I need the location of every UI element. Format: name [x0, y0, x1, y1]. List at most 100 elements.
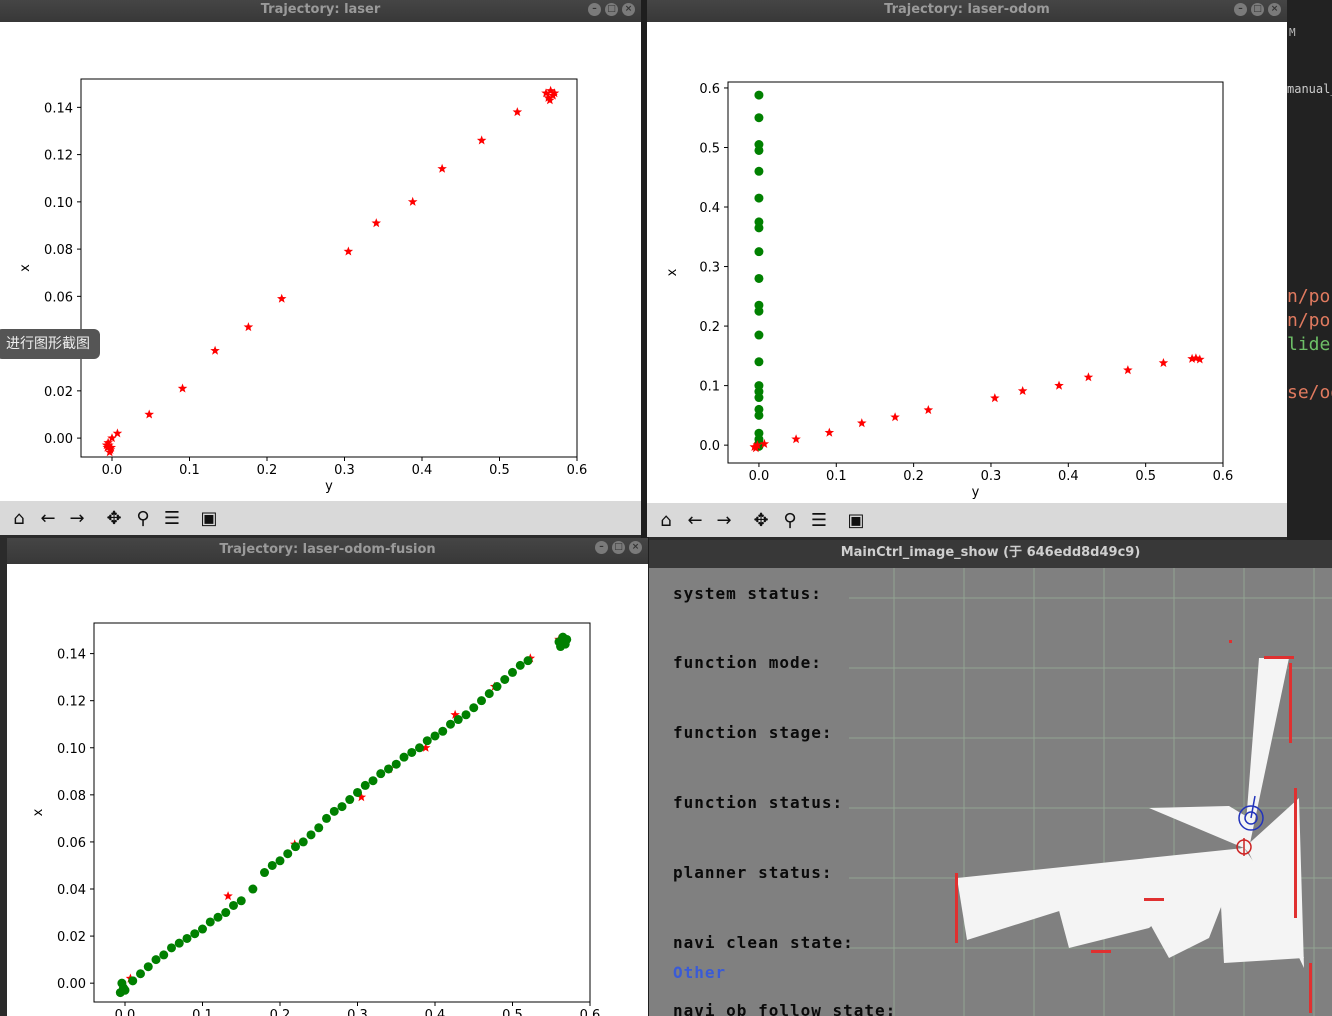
home-icon[interactable]: ⌂ [660, 509, 672, 531]
circle-point [754, 330, 764, 340]
configure-subplots-icon[interactable]: ☰ [163, 507, 181, 529]
circle-point [298, 837, 308, 847]
star-point [1083, 372, 1094, 382]
zoom-icon[interactable]: ⚲ [136, 507, 150, 529]
star-point [752, 440, 763, 450]
back-arrow-icon[interactable]: ← [687, 509, 703, 531]
circle-point [314, 823, 324, 833]
robot-pose-marker [1238, 805, 1264, 831]
x-tick-label: 0.2 [257, 463, 278, 478]
close-icon[interactable]: × [629, 541, 642, 554]
editor-fragment: M [1289, 26, 1296, 39]
circle-point [415, 743, 424, 753]
minimize-icon[interactable]: – [1234, 3, 1247, 16]
pan-icon[interactable]: ✥ [106, 507, 122, 529]
configure-subplots-icon[interactable]: ☰ [810, 509, 828, 531]
circle-point [182, 933, 192, 943]
maximize-icon[interactable]: □ [1251, 3, 1264, 16]
y-axis-label: x [18, 264, 33, 272]
circle-point [422, 736, 432, 746]
circle-point [306, 830, 316, 840]
zoom-icon[interactable]: ⚲ [783, 509, 797, 531]
minimize-icon[interactable]: – [588, 3, 601, 16]
circle-point [120, 985, 130, 995]
plot-area: 0.00.10.20.30.40.50.60.000.020.040.060.0… [0, 22, 641, 501]
y-tick-label: 0.00 [57, 977, 86, 992]
close-icon[interactable]: × [622, 3, 635, 16]
forward-arrow-icon[interactable]: → [716, 509, 732, 531]
window-titlebar[interactable]: Trajectory: laser-odom – □ × [647, 0, 1287, 22]
save-icon[interactable]: ▣ [200, 507, 218, 529]
circle-point [291, 842, 300, 852]
star-point [824, 427, 835, 437]
circle-point [754, 247, 764, 257]
x-tick-label: 0.1 [826, 469, 847, 484]
star-point [243, 322, 254, 332]
circle-point [174, 938, 184, 948]
x-tick-label: 0.1 [192, 1008, 213, 1016]
circle-point [556, 642, 566, 652]
x-tick-label: 0.0 [749, 469, 770, 484]
x-axis-label: y [325, 479, 333, 494]
star-point [343, 246, 354, 256]
star-point [545, 95, 555, 105]
minimize-icon[interactable]: – [595, 541, 608, 554]
star-point [1017, 386, 1028, 395]
circle-point [322, 813, 331, 823]
star-point [112, 428, 123, 438]
star-point [277, 293, 287, 303]
star-point [1054, 380, 1064, 390]
circle-point [754, 193, 764, 203]
circle-point [754, 166, 764, 176]
x-tick-label: 0.0 [102, 463, 123, 478]
circle-point [754, 113, 764, 123]
star-point [103, 437, 113, 447]
circle-point [136, 969, 145, 979]
y-tick-label: 0.04 [57, 883, 86, 898]
star-point [541, 88, 551, 98]
y-tick-label: 0.0 [699, 439, 720, 454]
matplotlib-toolbar: ⌂ ← → ✥ ⚲ ☰ ▣ [647, 503, 1287, 537]
editor-fragment: lider/ [1287, 334, 1332, 355]
star-point [371, 218, 381, 228]
pan-icon[interactable]: ✥ [753, 509, 769, 531]
circle-point [754, 306, 764, 316]
star-point [407, 196, 418, 206]
circle-point [143, 962, 153, 972]
x-tick-label: 0.6 [1213, 469, 1234, 484]
planner-status-label: planner status: [673, 863, 833, 882]
circle-point [267, 860, 277, 870]
star-point [1191, 353, 1201, 363]
circle-point [399, 752, 409, 762]
back-arrow-icon[interactable]: ← [40, 507, 56, 529]
window-titlebar[interactable]: Trajectory: laser – □ × [0, 0, 641, 22]
save-icon[interactable]: ▣ [847, 509, 865, 531]
window-titlebar[interactable]: MainCtrl_image_show (于 646edd8d49c9) [649, 540, 1332, 568]
star-point [104, 447, 115, 457]
window-titlebar[interactable]: Trajectory: laser-odom-fusion – □ × [7, 538, 648, 564]
star-point [543, 92, 554, 102]
circle-point [515, 660, 525, 670]
forward-arrow-icon[interactable]: → [69, 507, 85, 529]
plot-frame [93, 622, 591, 1003]
star-point [759, 438, 770, 448]
circle-point [275, 856, 285, 866]
home-icon[interactable]: ⌂ [13, 507, 25, 529]
background-editor: M manual_ n/pose n/pose lider/ se/odo [1287, 0, 1332, 540]
circle-point [283, 849, 293, 859]
maximize-icon[interactable]: □ [612, 541, 625, 554]
star-point [1195, 354, 1205, 364]
x-tick-label: 0.3 [981, 469, 1002, 484]
close-icon[interactable]: × [1268, 3, 1281, 16]
scatter-chart-fusion: 0.0 0.1 0.2 0.3 0.4 0.5 0.6 0.00 0.02 0.04 0.06 0.0… [31, 622, 601, 1016]
x-tick-label: 0.6 [580, 1008, 601, 1016]
y-tick-label: 0.14 [57, 648, 86, 663]
star-point [356, 792, 367, 802]
y-tick-label: 0.08 [44, 243, 73, 258]
navi-ob-follow-state-label: navi ob follow state: [673, 1001, 897, 1016]
circle-point [469, 703, 479, 713]
star-point [1123, 365, 1133, 375]
x-tick-label: 0.5 [1135, 469, 1156, 484]
maximize-icon[interactable]: □ [605, 3, 618, 16]
